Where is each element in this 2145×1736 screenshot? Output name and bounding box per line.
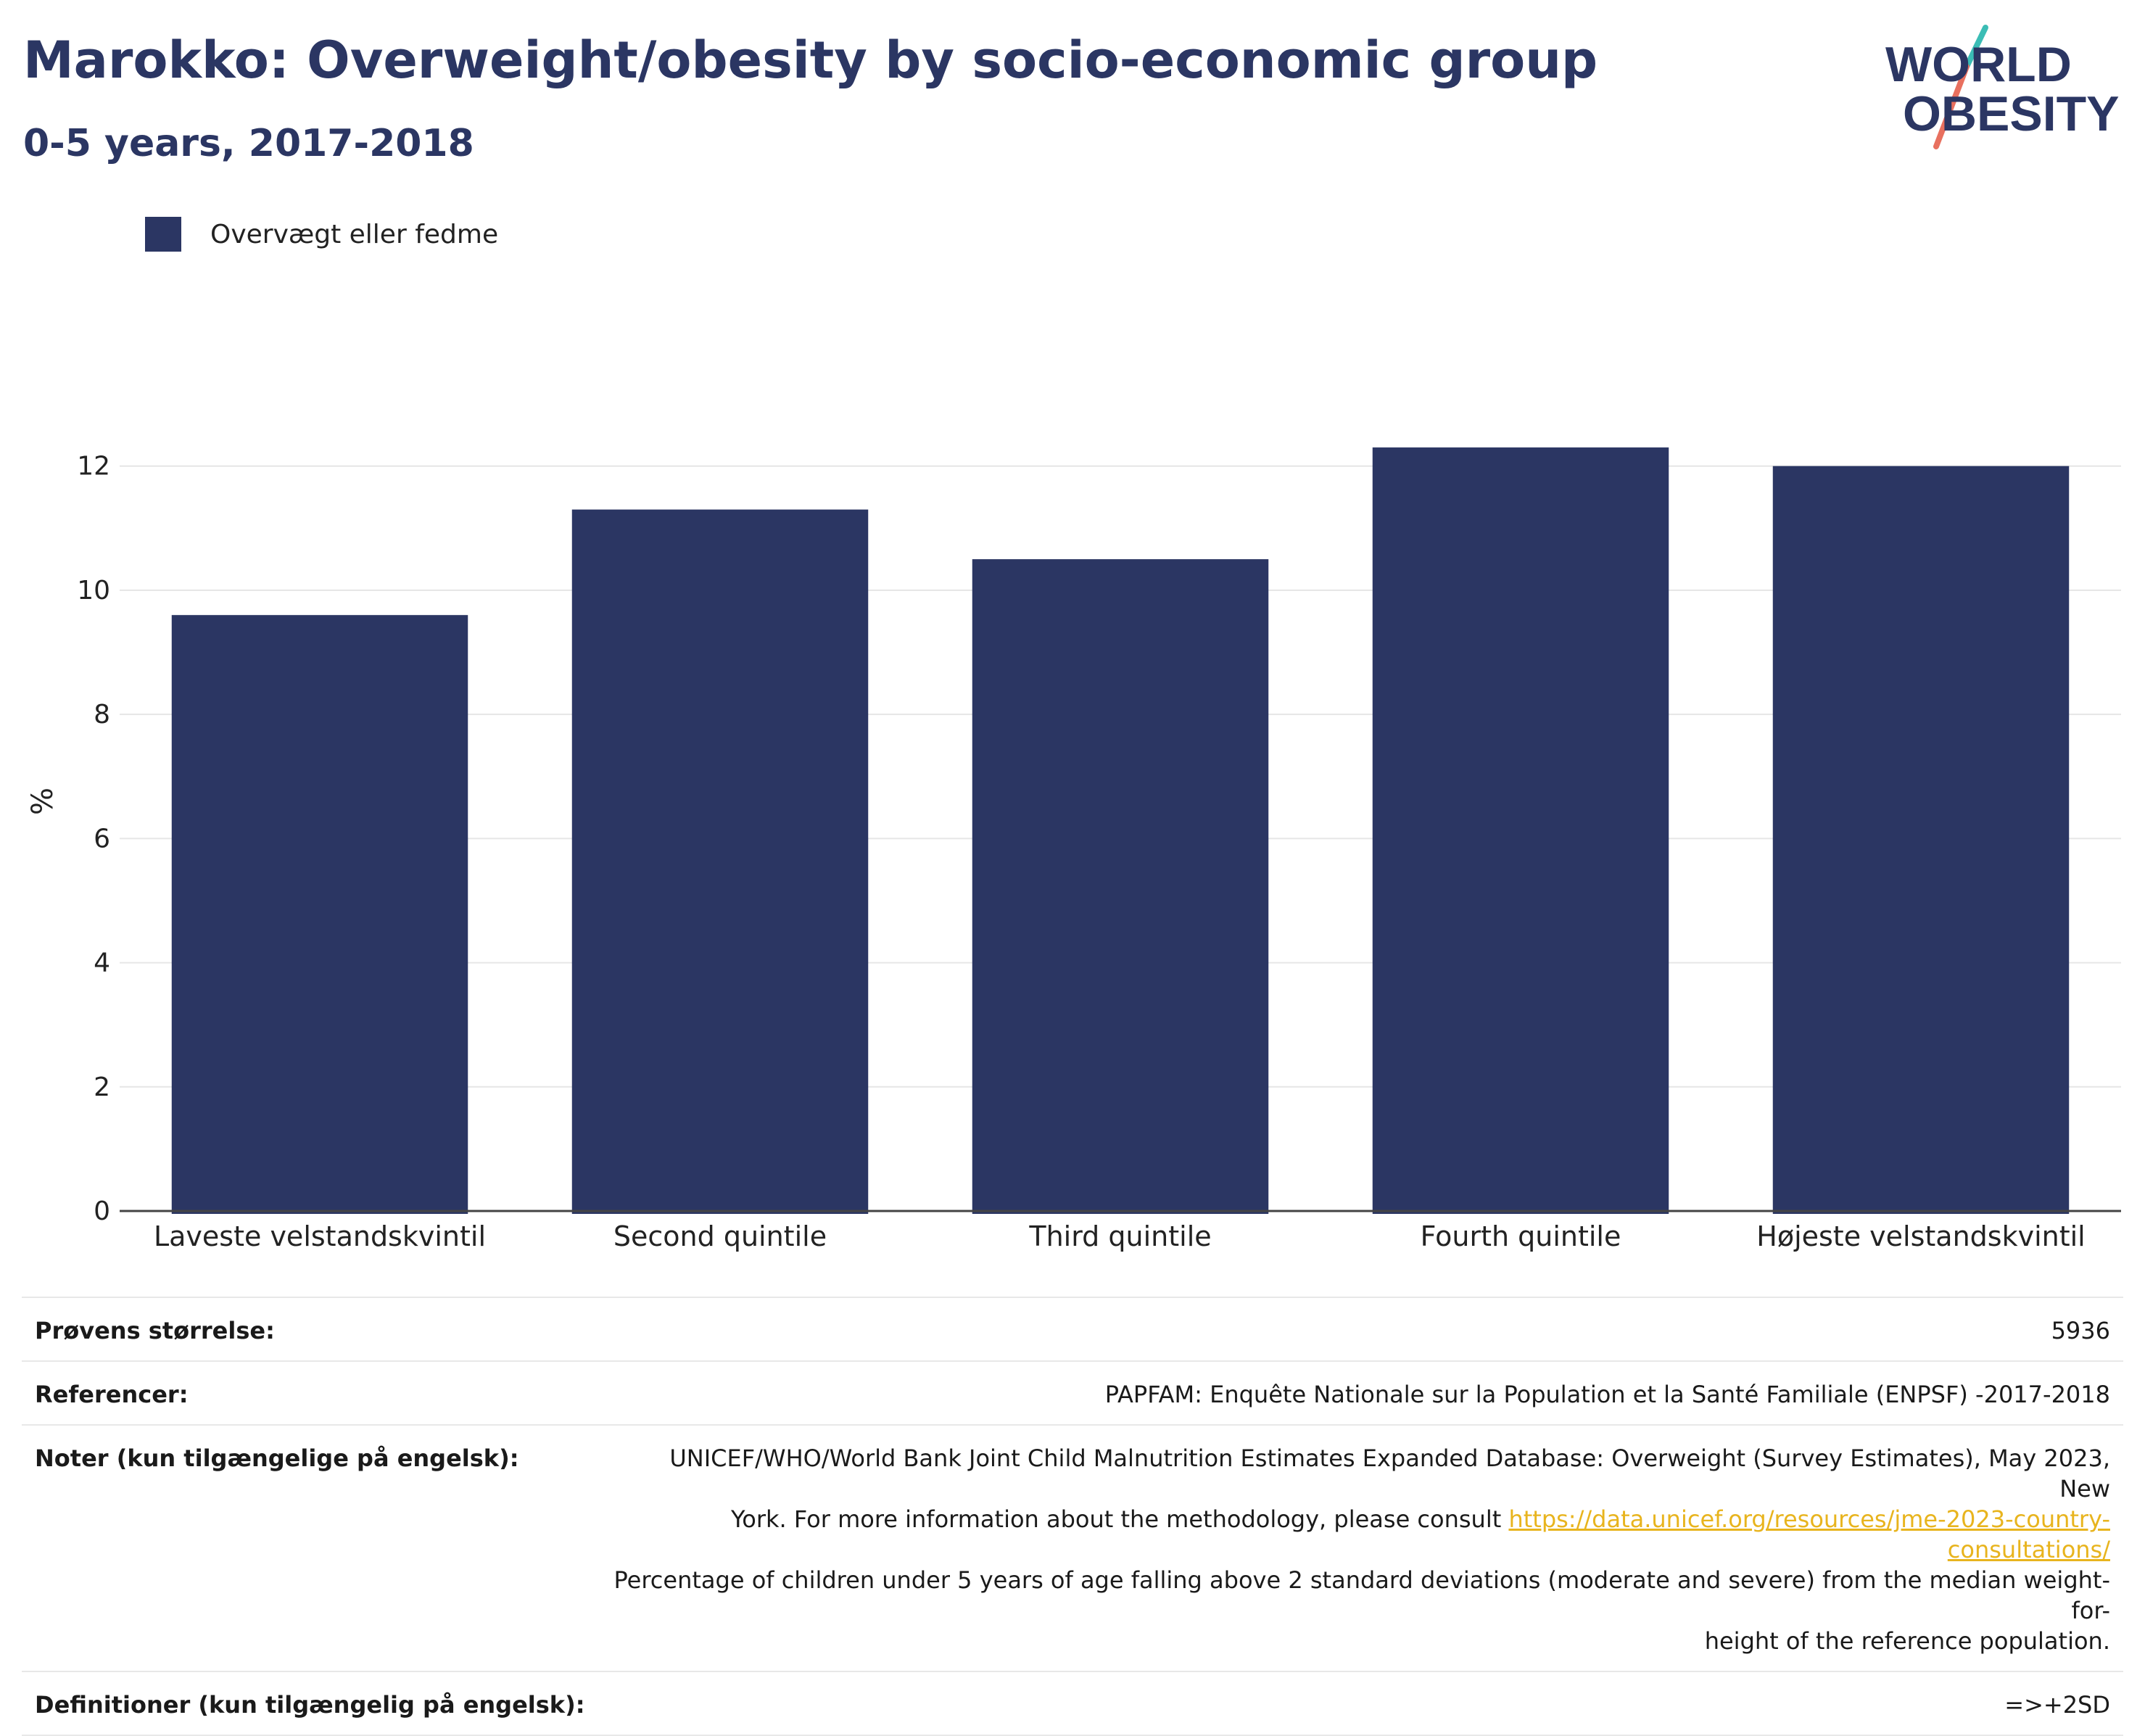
y-tick-label: 10	[77, 576, 110, 605]
y-tick-label: 0	[94, 1196, 110, 1226]
bar	[1372, 447, 1669, 1215]
y-tick-label: 12	[77, 452, 110, 481]
references-value: PAPFAM: Enquête Nationale sur la Populat…	[1104, 1381, 2110, 1408]
info-row-sample-size: Prøvens størrelse: 5936	[22, 1297, 2123, 1361]
bar	[571, 509, 869, 1214]
notes-value: UNICEF/WHO/World Bank Joint Child Malnut…	[599, 1425, 2123, 1671]
y-tick-label: 8	[94, 700, 110, 729]
logo-text-obesity: OBESITY	[1903, 86, 2120, 141]
y-axis-label: %	[26, 788, 59, 815]
x-tick-label: Third quintile	[1028, 1220, 1211, 1252]
notes-line-2: York. For more information about the met…	[730, 1505, 1509, 1533]
definitions-label: Definitioner (kun tilgængelig på engelsk…	[35, 1691, 585, 1719]
notes-line-3: Percentage of children under 5 years of …	[613, 1566, 2111, 1624]
sample-size-value: 5936	[2051, 1317, 2110, 1344]
x-tick-label: Second quintile	[613, 1220, 827, 1252]
y-tick-label: 6	[94, 824, 110, 853]
chart-title: Marokko: Overweight/obesity by socio-eco…	[23, 30, 1598, 90]
y-tick-label: 2	[94, 1072, 110, 1102]
definitions-value: =>+2SD	[2004, 1691, 2110, 1719]
bar	[972, 559, 1269, 1214]
info-row-notes: Noter (kun tilgængelige på engelsk): UNI…	[22, 1425, 2123, 1671]
bar	[1772, 466, 2070, 1214]
notes-line-1: UNICEF/WHO/World Bank Joint Child Malnut…	[669, 1444, 2110, 1503]
chart-subtitle: 0-5 years, 2017-2018	[23, 122, 474, 165]
info-row-definitions: Definitioner (kun tilgængelig på engelsk…	[22, 1671, 2123, 1735]
bar	[171, 615, 468, 1214]
x-tick-label: Højeste velstandskvintil	[1756, 1220, 2085, 1252]
x-tick-label: Fourth quintile	[1421, 1220, 1621, 1252]
world-obesity-logo: WORLD OBESITY	[1885, 25, 2120, 149]
legend-swatch	[145, 217, 181, 252]
notes-line-4: height of the reference population.	[1704, 1627, 2110, 1655]
info-table: Prøvens størrelse: 5936 Referencer: PAPF…	[22, 1297, 2123, 1736]
references-label: Referencer:	[35, 1381, 189, 1408]
x-tick-label: Laveste velstandskvintil	[154, 1220, 486, 1252]
info-row-references: Referencer: PAPFAM: Enquête Nationale su…	[22, 1361, 2123, 1425]
chart-legend: Overvægt eller fedme	[145, 215, 498, 254]
legend-label: Overvægt eller fedme	[210, 219, 499, 249]
notes-label: Noter (kun tilgængelige på engelsk):	[35, 1444, 519, 1472]
notes-link[interactable]: https://data.unicef.org/resources/jme-20…	[1508, 1505, 2110, 1563]
sample-size-label: Prøvens størrelse:	[35, 1317, 275, 1344]
logo-text-world: WORLD	[1885, 37, 2072, 92]
bar-chart: 0 2 4 6 8 10 12 Laveste velstandskvintil Second …	[26, 447, 2121, 1252]
y-tick-label: 4	[94, 948, 110, 978]
